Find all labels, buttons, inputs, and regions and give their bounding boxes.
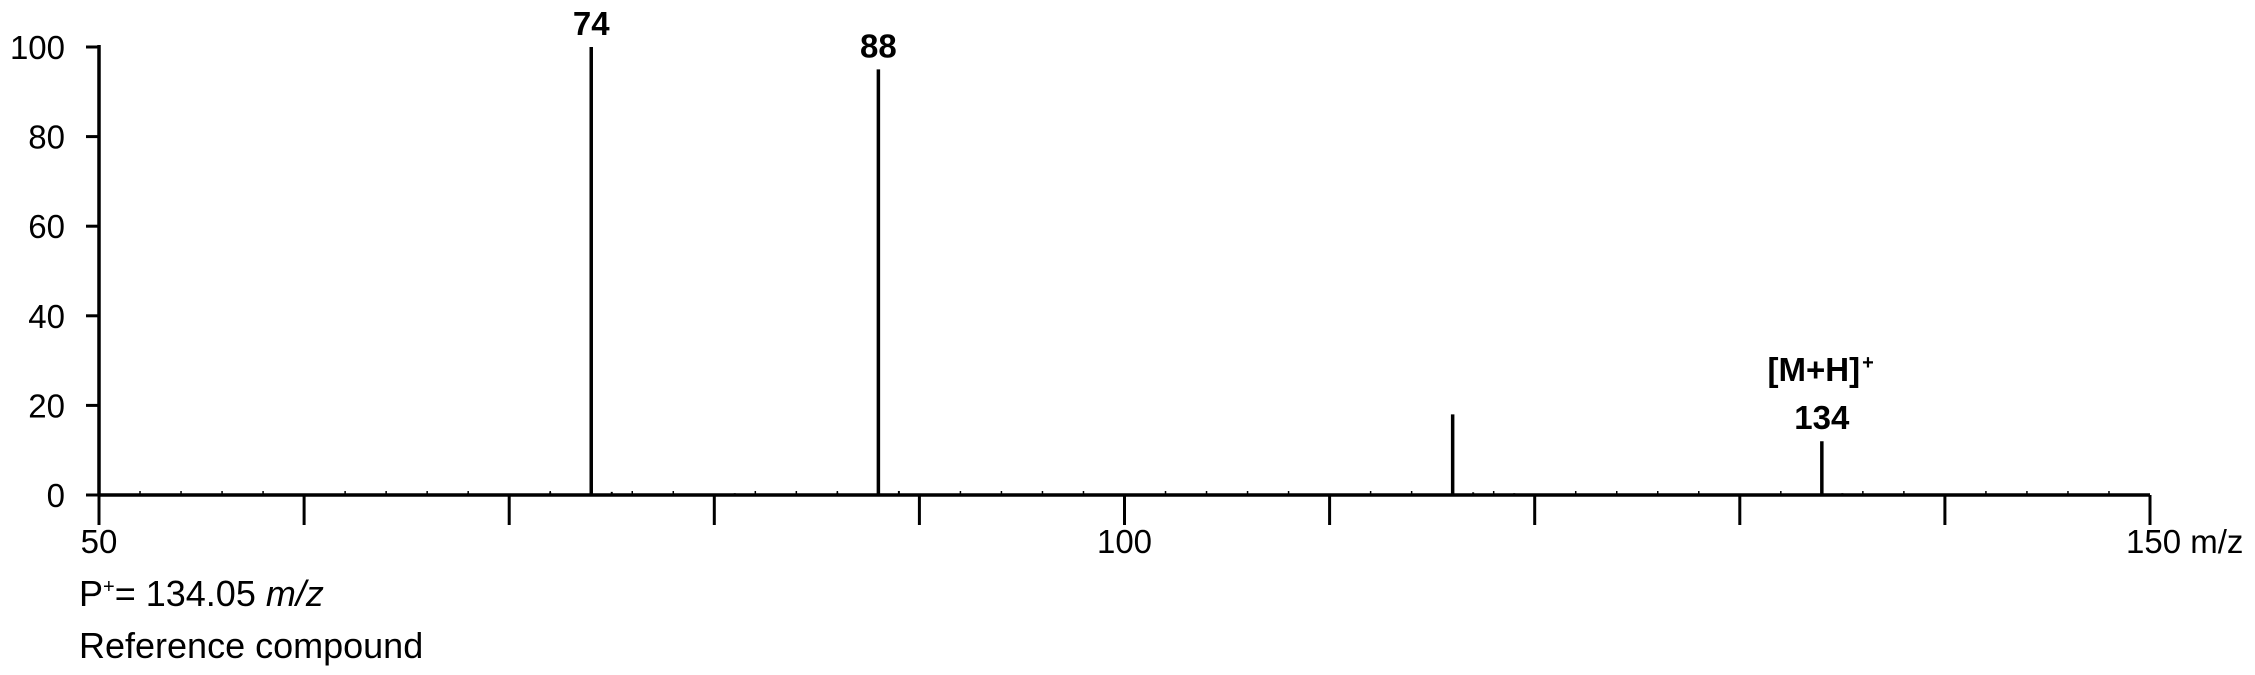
- y-tick-label: 20: [28, 387, 65, 424]
- y-tick-label: 0: [47, 477, 65, 514]
- precursor-caption: P+= 134.05 m/z: [79, 576, 324, 612]
- x-tick-label: 100: [1097, 523, 1152, 560]
- x-tick-label: 50: [81, 523, 118, 560]
- precursor-superscript: +: [103, 576, 115, 598]
- precursor-value: = 134.05: [114, 573, 266, 614]
- y-tick-label: 100: [10, 29, 65, 66]
- peak-label-74: 74: [573, 5, 610, 42]
- baseline-noise: [200, 490, 1844, 495]
- description-caption: Reference compound: [79, 625, 424, 666]
- peak-label-134: 134: [1794, 399, 1850, 436]
- axes: 0 20 40 60 80 100 50 100 150 m/z: [10, 29, 2243, 560]
- peak-label-88: 88: [860, 27, 897, 64]
- peak-annotation-134: [M+H]: [1768, 351, 1861, 388]
- x-tick-label: 150 m/z: [2126, 523, 2243, 560]
- peaks: [589, 47, 1824, 495]
- y-tick-label: 80: [28, 119, 65, 156]
- y-tick-label: 60: [28, 208, 65, 245]
- peak-annotation-superscript: +: [1862, 352, 1874, 374]
- y-tick-label: 40: [28, 298, 65, 335]
- peak-labels: 74 88 134 [M+H] +: [573, 5, 1874, 436]
- precursor-prefix: P: [79, 573, 104, 614]
- precursor-unit: m/z: [265, 573, 324, 614]
